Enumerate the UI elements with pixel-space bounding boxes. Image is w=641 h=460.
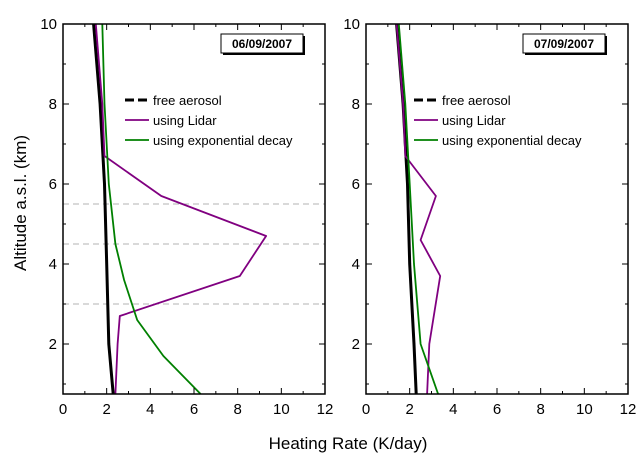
panel-date: 07/09/2007 (534, 37, 594, 51)
x-tick-label: 12 (317, 401, 334, 418)
x-tick-label: 12 (620, 401, 637, 418)
y-tick-label: 10 (343, 16, 360, 33)
series-line-using-exponential-decay (397, 23, 439, 395)
y-tick-label: 6 (352, 176, 360, 193)
legend-label: using exponential decay (153, 133, 293, 148)
panel-date: 06/09/2007 (232, 37, 292, 51)
x-tick-label: 4 (146, 401, 154, 418)
panel-left: 0 2 4 6 8 10 12 2 4 6 8 10 06/09/2007 free aerosol usi… (40, 16, 333, 418)
x-tick-label: 0 (362, 401, 370, 418)
y-tick-label: 4 (352, 256, 360, 273)
series-line-free-aerosol (395, 23, 418, 395)
x-tick-label: 8 (233, 401, 241, 418)
x-tick-label: 10 (576, 401, 593, 418)
plot-frame (365, 23, 629, 395)
date-box (220, 33, 304, 54)
y-tick-label: 10 (40, 16, 57, 33)
x-tick-label: 0 (59, 401, 67, 418)
legend-label: free aerosol (442, 93, 511, 108)
x-tick-label: 6 (493, 401, 501, 418)
y-tick-label: 8 (49, 96, 57, 113)
x-tick-label: 10 (273, 401, 290, 418)
y-tick-label: 8 (352, 96, 360, 113)
legend-label: free aerosol (153, 93, 222, 108)
y-tick-label: 2 (352, 336, 360, 353)
legend-label: using Lidar (442, 113, 506, 128)
series-line-free-aerosol (92, 23, 115, 395)
x-tick-label: 2 (102, 401, 110, 418)
series-line-using-Lidar (94, 23, 268, 395)
x-tick-label: 6 (190, 401, 198, 418)
panel-right: 0 2 4 6 8 10 12 2 4 6 8 10 07/09/2007 free aerosol usi… (343, 16, 636, 418)
x-tick-label: 2 (405, 401, 413, 418)
y-axis-label: Altitude a.s.l. (km) (11, 135, 30, 271)
x-axis-label: Heating Rate (K/day) (269, 434, 428, 453)
legend-label: using Lidar (153, 113, 217, 128)
series-line-using-Lidar (395, 23, 442, 395)
date-box (522, 33, 606, 54)
x-tick-label: 8 (536, 401, 544, 418)
y-tick-label: 2 (49, 336, 57, 353)
y-tick-label: 6 (49, 176, 57, 193)
legend-label: using exponential decay (442, 133, 582, 148)
x-tick-label: 4 (449, 401, 457, 418)
series-line-using-exponential-decay (101, 23, 202, 395)
y-tick-label: 4 (49, 256, 57, 273)
